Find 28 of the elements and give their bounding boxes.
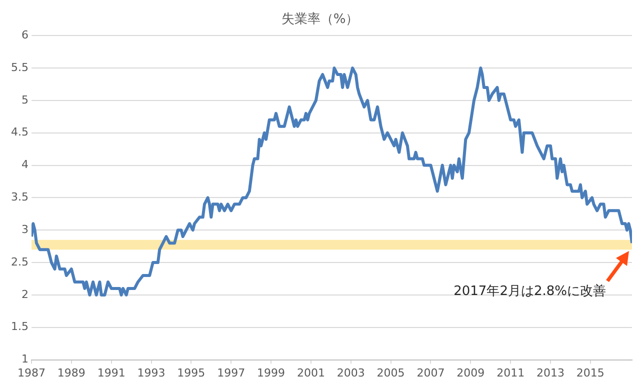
x-tick-label: 1993 — [137, 366, 166, 380]
x-tick-label: 2007 — [416, 366, 445, 380]
x-tick-label: 1995 — [177, 366, 206, 380]
y-tick-label: 2 — [21, 288, 28, 301]
x-tick-label: 1987 — [17, 366, 46, 380]
y-tick-label: 6 — [21, 28, 28, 42]
x-tick-label: 2001 — [296, 366, 325, 380]
x-tick-label: 2011 — [496, 366, 525, 380]
x-tick-label: 2005 — [376, 366, 405, 380]
x-tick-label: 1997 — [217, 366, 246, 380]
x-tick-label: 2009 — [456, 366, 485, 380]
y-tick-label: 4.5 — [10, 126, 28, 139]
x-tick-label: 2003 — [336, 366, 365, 380]
x-tick-label: 2013 — [536, 366, 564, 380]
y-tick-label: 1.5 — [10, 320, 28, 334]
y-tick-label: 1 — [21, 352, 28, 366]
chart-title: 失業率（%） — [281, 11, 359, 28]
x-tick-label: 1991 — [97, 366, 126, 380]
y-tick-label: 5 — [21, 93, 28, 106]
y-tick-label: 5.5 — [10, 60, 28, 74]
x-tick-label: 2015 — [576, 366, 604, 380]
y-tick-label: 3.5 — [10, 190, 28, 204]
y-tick-label: 3 — [21, 222, 28, 236]
annotation: 2017年2月は2.8%に改善 — [454, 283, 606, 300]
x-tick-label: 1989 — [57, 366, 86, 380]
y-tick-label: 4 — [21, 158, 28, 172]
x-tick-label: 1999 — [257, 366, 286, 380]
y-tick-label: 2.5 — [10, 255, 28, 268]
